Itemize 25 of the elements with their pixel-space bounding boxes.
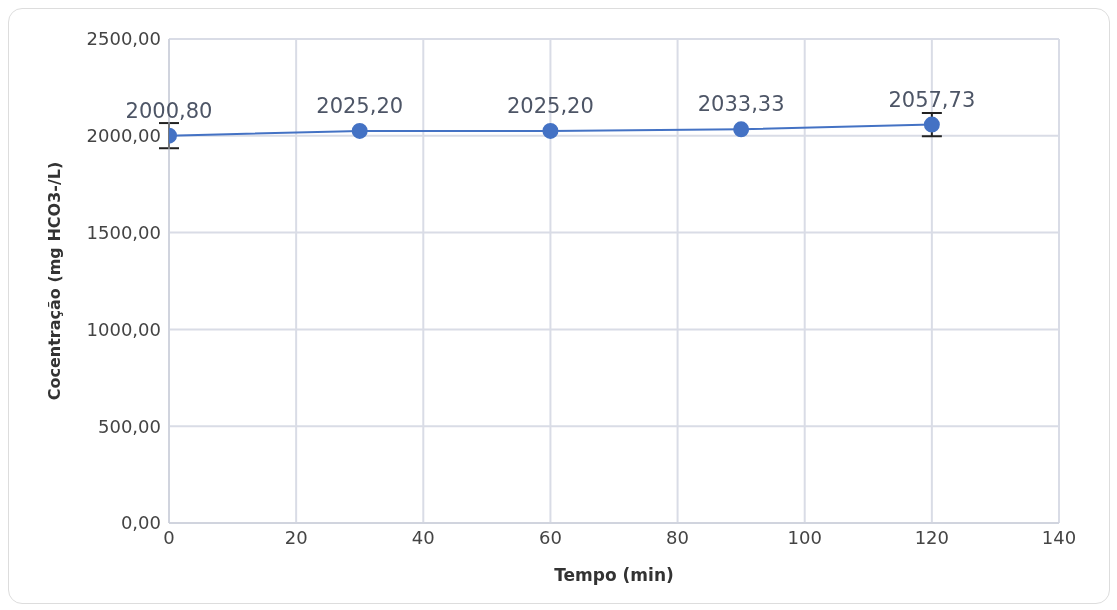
x-tick-label: 40 (411, 526, 435, 548)
y-tick-label: 2000,00 (86, 125, 161, 147)
x-tick-label: 80 (666, 526, 690, 548)
x-axis-title: Tempo (min) (554, 565, 674, 585)
point (733, 121, 750, 138)
data-label: 2057,73 (888, 87, 976, 112)
x-tick-label: 20 (284, 526, 308, 548)
y-tick-label: 1000,00 (86, 318, 161, 340)
x-tick-label: 120 (914, 526, 950, 548)
point (542, 122, 559, 139)
data-label: 2025,20 (507, 93, 594, 118)
point (923, 116, 940, 133)
x-tick-label: 0 (163, 526, 175, 548)
y-tick-label: 2500,00 (86, 28, 161, 50)
x-tick-label: 140 (1041, 526, 1077, 548)
y-tick-label: 500,00 (98, 415, 161, 437)
data-label: 2025,20 (316, 93, 404, 118)
y-axis-title: Cocentração (mg HCO3-/L) (44, 161, 64, 401)
y-tick-label: 0,00 (120, 512, 161, 534)
data-label: 2000,80 (125, 98, 213, 123)
point (351, 122, 368, 139)
data-label: 2033,33 (697, 92, 785, 117)
x-tick-label: 60 (538, 526, 562, 548)
x-tick-label: 100 (787, 526, 822, 548)
y-tick-label: 1500,00 (86, 221, 161, 243)
